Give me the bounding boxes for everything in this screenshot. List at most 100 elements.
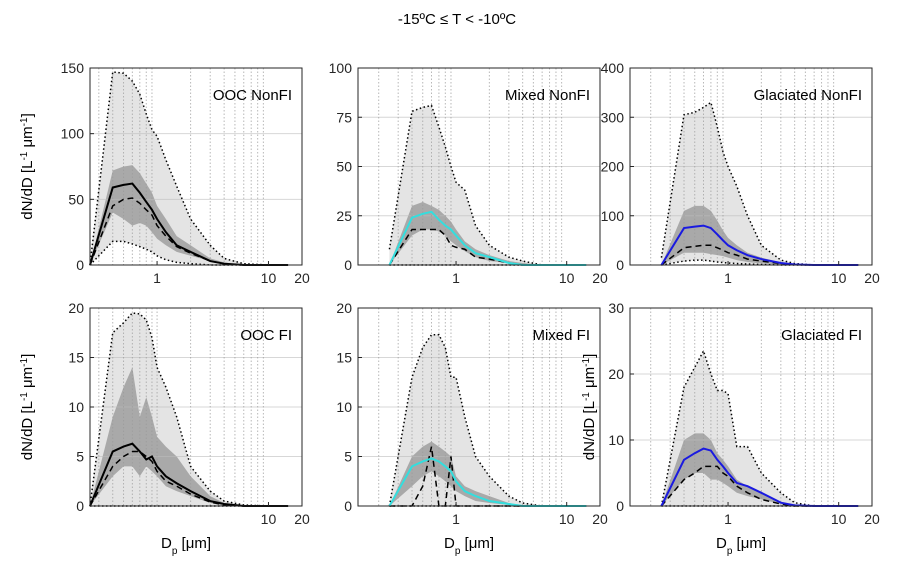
x-axis-label-part: [μm] xyxy=(177,535,211,552)
y-axis-label-part: ] xyxy=(19,354,36,358)
x-axis-label-part: [μm] xyxy=(732,535,766,552)
x-tick-label: 1 xyxy=(452,270,460,286)
y-tick-label: 100 xyxy=(61,126,85,142)
max-line xyxy=(388,104,587,266)
min-line xyxy=(89,240,289,266)
y-tick-label: 10 xyxy=(68,399,84,415)
y-axis-label-part: -1 xyxy=(19,392,30,401)
y-axis-label: dN/dD [L-1 μm-1] xyxy=(19,354,37,461)
inner-band xyxy=(389,201,587,265)
y-tick-label: 0 xyxy=(616,257,624,273)
x-axis-label: Dp [μm] xyxy=(444,535,494,557)
y-tick-label: 0 xyxy=(616,498,624,514)
y-axis-label-part: ] xyxy=(19,113,36,117)
y-axis-label-part: μm xyxy=(581,367,598,392)
x-axis-label-part: D xyxy=(716,535,727,552)
max-line xyxy=(89,71,289,266)
panel-label: Mixed FI xyxy=(532,327,590,344)
y-axis-label-part: dN/dD [L xyxy=(581,401,598,460)
chart-title: -15ºC ≤ T < -10ºC xyxy=(398,11,516,28)
inner-band xyxy=(90,165,289,265)
y-tick-label: 400 xyxy=(601,60,625,76)
y-tick-label: 50 xyxy=(336,159,352,175)
inner-band xyxy=(90,367,289,506)
y-tick-label: 50 xyxy=(68,191,84,207)
y-tick-label: 5 xyxy=(344,449,352,465)
x-tick-label: 20 xyxy=(864,270,880,286)
panel-label: Glaciated FI xyxy=(781,327,862,344)
y-axis-label-part: -1 xyxy=(581,392,592,401)
x-tick-label: 20 xyxy=(592,270,608,286)
panel: 0 5 10 15 20 1 10 20 Mixed FI Dp [μm] xyxy=(336,300,608,557)
max-line xyxy=(660,101,859,266)
x-tick-label: 10 xyxy=(559,511,575,527)
y-tick-label: 10 xyxy=(336,399,352,415)
x-tick-label: 10 xyxy=(559,270,575,286)
y-tick-label: 0 xyxy=(344,257,352,273)
max-line xyxy=(660,348,859,507)
panel-label: Glaciated NonFI xyxy=(754,87,862,104)
y-tick-label: 20 xyxy=(68,300,84,316)
x-axis-label: Dp [μm] xyxy=(161,535,211,557)
y-axis-label-part: μm xyxy=(19,367,36,392)
median-line xyxy=(89,442,289,507)
y-axis-label-part: ] xyxy=(581,354,598,358)
y-tick-label: 200 xyxy=(601,159,625,175)
y-tick-label: 100 xyxy=(601,208,625,224)
y-axis-label-part: dN/dD [L xyxy=(19,161,36,220)
x-axis-label: Dp [μm] xyxy=(716,535,766,557)
x-axis-label-part: p xyxy=(727,546,733,557)
x-axis-label-part: p xyxy=(172,546,178,557)
y-tick-label: 300 xyxy=(601,109,625,125)
y-tick-label: 100 xyxy=(329,60,353,76)
y-tick-label: 0 xyxy=(76,498,84,514)
y-tick-label: 15 xyxy=(336,350,352,366)
x-tick-label: 20 xyxy=(294,270,310,286)
y-tick-label: 15 xyxy=(68,350,84,366)
y-tick-label: 0 xyxy=(76,257,84,273)
y-axis-label-part: dN/dD [L xyxy=(19,401,36,460)
panel-label: Mixed NonFI xyxy=(505,87,590,104)
panel-label: OOC NonFI xyxy=(213,87,292,104)
x-tick-label: 10 xyxy=(831,270,847,286)
x-tick-label: 20 xyxy=(592,511,608,527)
y-tick-label: 25 xyxy=(336,208,352,224)
x-tick-label: 10 xyxy=(261,270,277,286)
panel: 0 25 50 75 100 1 10 20 Mixed NonFI xyxy=(329,60,608,286)
x-axis-label-part: D xyxy=(161,535,172,552)
y-axis-label: dN/dD [L-1 μm-1] xyxy=(19,113,37,220)
panel-label: OOC FI xyxy=(240,327,292,344)
x-axis-label-part: p xyxy=(455,546,461,557)
x-tick-label: 20 xyxy=(864,511,880,527)
x-axis-label-part: D xyxy=(444,535,455,552)
y-tick-label: 30 xyxy=(608,300,624,316)
y-tick-label: 20 xyxy=(336,300,352,316)
y-tick-label: 75 xyxy=(336,109,352,125)
x-tick-label: 1 xyxy=(724,270,732,286)
y-axis-label-part: -1 xyxy=(19,151,30,160)
y-tick-label: 10 xyxy=(608,432,624,448)
y-tick-label: 20 xyxy=(608,366,624,382)
y-axis-label-part: -1 xyxy=(581,357,592,366)
y-axis-label-part: μm xyxy=(19,126,36,151)
y-axis-label-part: -1 xyxy=(19,117,30,126)
panel: 0 100 200 300 400 1 10 20 Glaciated NonFI xyxy=(601,60,880,286)
x-tick-label: 1 xyxy=(724,511,732,527)
y-axis-label-part: -1 xyxy=(19,357,30,366)
y-tick-label: 150 xyxy=(61,60,85,76)
y-tick-label: 0 xyxy=(344,498,352,514)
median-line xyxy=(89,182,289,266)
x-tick-label: 20 xyxy=(294,511,310,527)
axes-box xyxy=(629,307,873,507)
max-line xyxy=(89,312,289,507)
y-axis-label: dN/dD [L-1 μm-1] xyxy=(581,354,599,461)
x-tick-label: 1 xyxy=(452,511,460,527)
inner-band xyxy=(389,441,587,506)
x-tick-label: 10 xyxy=(261,511,277,527)
y-tick-label: 5 xyxy=(76,449,84,465)
